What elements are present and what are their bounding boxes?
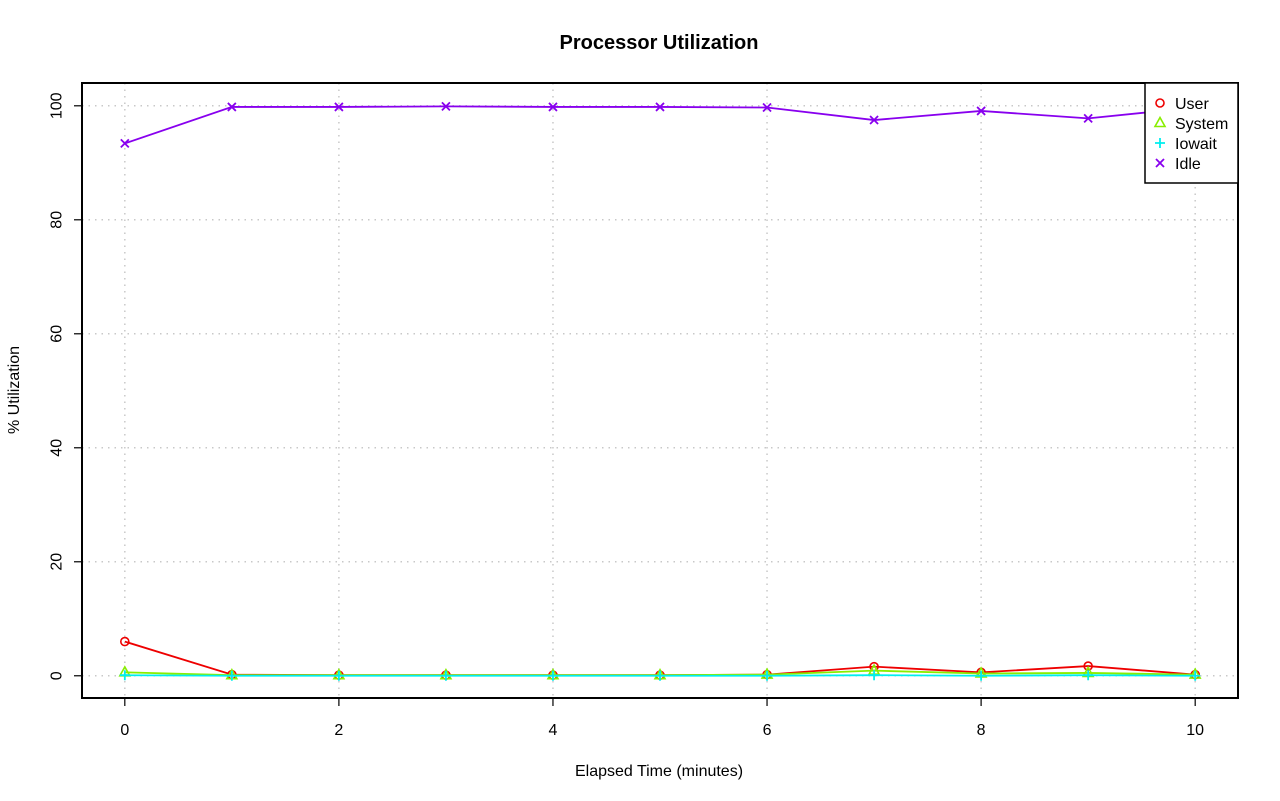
- user-data-point: [120, 636, 130, 647]
- idle-series-line: [124, 105, 1196, 145]
- idle-data-point: [1083, 113, 1093, 123]
- iowait-data-point: [655, 670, 665, 681]
- iowait-data-point: [762, 670, 773, 681]
- x-tick-label: 10: [1186, 722, 1204, 739]
- user-data-point: [1083, 661, 1093, 671]
- x-tick-label: 0: [120, 722, 129, 739]
- legend-label-user: User: [1175, 96, 1209, 113]
- iowait-data-point: [226, 670, 237, 681]
- legend-label-iowait: Iowait: [1175, 136, 1217, 153]
- iowait-data-point: [869, 670, 880, 681]
- x-tick-label: 8: [977, 722, 986, 739]
- idle-data-point: [762, 102, 772, 113]
- x-tick-label: 2: [334, 722, 343, 739]
- legend-marker-iowait: [1155, 138, 1165, 148]
- y-tick-label: 0: [49, 671, 66, 680]
- series-layer: [118, 101, 1202, 681]
- y-tick-label: 40: [49, 439, 66, 457]
- y-tick-label: 80: [49, 211, 66, 229]
- y-axis-label: % Utilization: [6, 346, 23, 434]
- iowait-data-point: [1083, 670, 1094, 681]
- idle-data-point: [441, 101, 451, 112]
- idle-data-point: [120, 138, 130, 149]
- iowait-data-point: [119, 670, 130, 681]
- legend-label-system: System: [1175, 116, 1228, 133]
- iowait-data-point: [976, 670, 987, 681]
- iowait-data-point: [333, 670, 344, 681]
- iowait-data-point: [440, 670, 451, 681]
- x-tick-label: 4: [549, 722, 558, 739]
- legend: User System Iowait Idle: [1144, 82, 1239, 184]
- plot-frame: [81, 82, 1239, 699]
- x-axis-label: Elapsed Time (minutes): [575, 763, 743, 780]
- y-tick-label: 60: [49, 325, 66, 343]
- legend-marker-user: [1155, 98, 1165, 108]
- idle-data-point: [227, 102, 237, 112]
- idle-data-point: [334, 102, 344, 112]
- idle-data-point: [655, 102, 665, 112]
- y-tick-label: 100: [49, 92, 66, 119]
- idle-data-point: [869, 115, 879, 125]
- legend-marker-system: [1153, 115, 1167, 128]
- idle-data-point: [548, 102, 558, 112]
- idle-data-point: [976, 106, 986, 116]
- legend-marker-idle: [1155, 158, 1165, 168]
- y-tick-label: 20: [49, 553, 66, 571]
- legend-label-idle: Idle: [1175, 156, 1201, 173]
- iowait-data-point: [1190, 670, 1201, 681]
- iowait-data-point: [547, 670, 558, 681]
- grid: [82, 83, 1238, 698]
- chart-title: Processor Utilization: [560, 32, 759, 54]
- x-tick-label: 6: [763, 722, 772, 739]
